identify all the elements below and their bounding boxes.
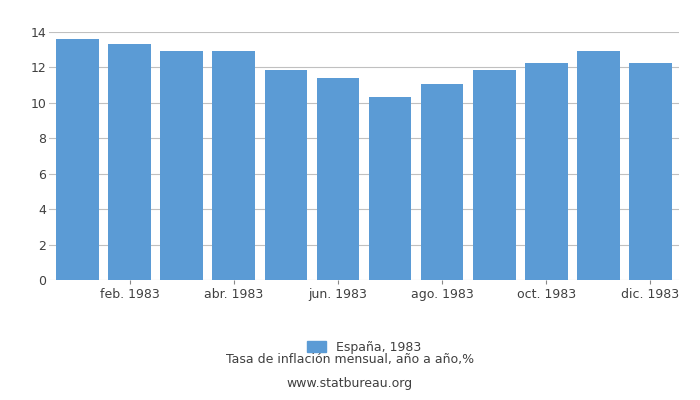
Text: Tasa de inflación mensual, año a año,%: Tasa de inflación mensual, año a año,% — [226, 354, 474, 366]
Bar — [213, 52, 255, 280]
Legend: España, 1983: España, 1983 — [307, 341, 421, 354]
Bar — [108, 44, 151, 280]
Bar — [160, 52, 203, 280]
Bar — [369, 97, 412, 280]
Bar — [316, 78, 359, 280]
Bar — [265, 70, 307, 280]
Bar — [56, 39, 99, 280]
Bar — [421, 84, 463, 280]
Bar — [525, 63, 568, 280]
Bar — [629, 63, 672, 280]
Bar — [577, 51, 620, 280]
Bar — [473, 70, 515, 280]
Text: www.statbureau.org: www.statbureau.org — [287, 378, 413, 390]
